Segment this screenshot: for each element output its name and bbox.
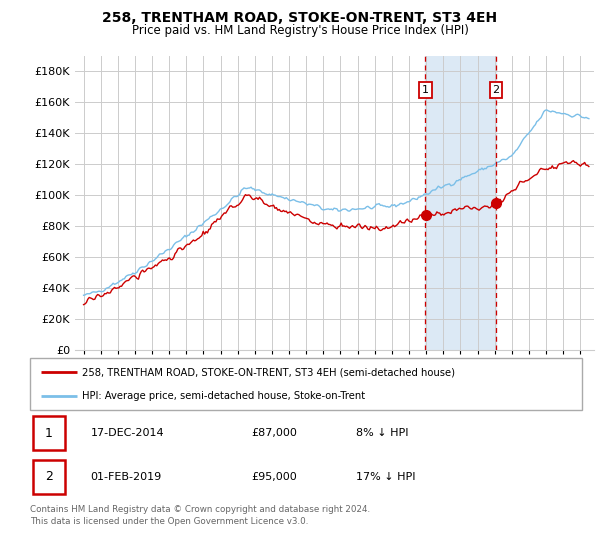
Bar: [33, 460, 65, 494]
Bar: [33, 416, 65, 450]
Text: 2: 2: [45, 470, 53, 483]
Text: 01-FEB-2019: 01-FEB-2019: [91, 472, 162, 482]
Text: 258, TRENTHAM ROAD, STOKE-ON-TRENT, ST3 4EH: 258, TRENTHAM ROAD, STOKE-ON-TRENT, ST3 …: [103, 11, 497, 25]
Text: 2: 2: [493, 85, 500, 95]
Text: £87,000: £87,000: [251, 428, 296, 438]
Text: 8% ↓ HPI: 8% ↓ HPI: [356, 428, 408, 438]
Text: 258, TRENTHAM ROAD, STOKE-ON-TRENT, ST3 4EH (semi-detached house): 258, TRENTHAM ROAD, STOKE-ON-TRENT, ST3 …: [82, 367, 455, 377]
Text: Contains HM Land Registry data © Crown copyright and database right 2024.
This d: Contains HM Land Registry data © Crown c…: [30, 505, 370, 526]
Bar: [425, 56, 496, 350]
Text: 17% ↓ HPI: 17% ↓ HPI: [356, 472, 415, 482]
Text: HPI: Average price, semi-detached house, Stoke-on-Trent: HPI: Average price, semi-detached house,…: [82, 391, 365, 401]
Text: 17-DEC-2014: 17-DEC-2014: [91, 428, 164, 438]
Text: 1: 1: [45, 427, 53, 440]
Text: £95,000: £95,000: [251, 472, 296, 482]
Text: 1: 1: [422, 85, 429, 95]
Text: Price paid vs. HM Land Registry's House Price Index (HPI): Price paid vs. HM Land Registry's House …: [131, 24, 469, 37]
